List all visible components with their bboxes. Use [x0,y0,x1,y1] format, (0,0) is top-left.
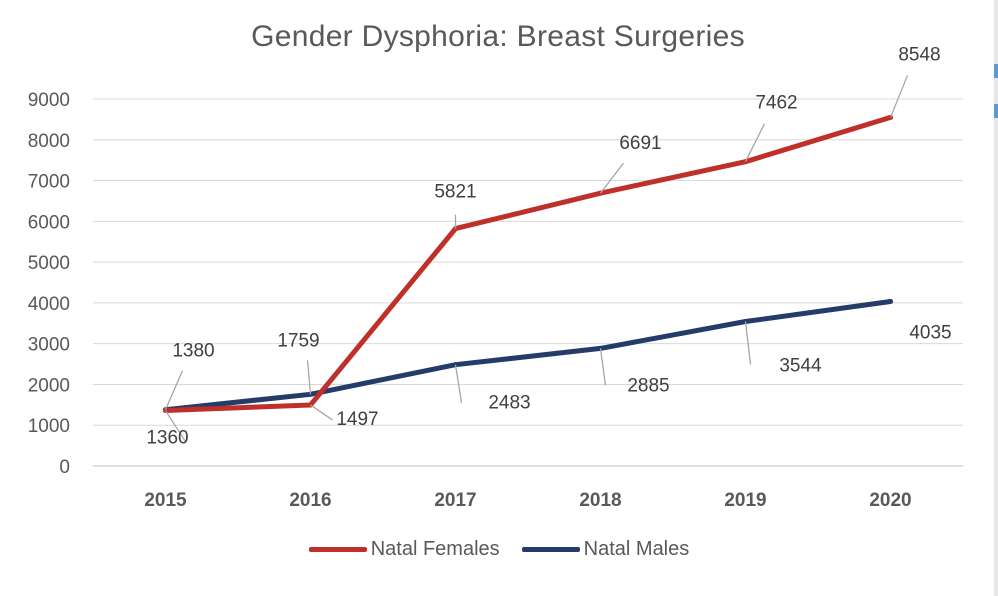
data-label-natal-males: 3544 [779,355,822,376]
legend-swatch-natal-males [521,547,580,552]
leader-line-natal-males [599,348,607,386]
legend-item-natal-males: Natal Males [521,538,690,561]
data-label-natal-males: 2483 [488,393,530,414]
y-tick-label: 4000 [28,294,70,315]
series-line-natal-females [163,114,893,413]
leader-line-natal-females [164,410,187,442]
leader-line-natal-females [310,404,333,421]
y-tick-label: 7000 [28,172,70,193]
data-label-natal-females: 8548 [898,44,940,65]
leader-line-natal-males [744,321,752,365]
data-label-natal-males: 2885 [627,375,669,396]
leader-line-natal-males [164,370,184,410]
y-tick-label: 5000 [28,253,70,274]
leader-line-natal-females [599,162,625,194]
data-label-natal-females: 7462 [755,93,797,114]
legend-item-natal-females: Natal Females [308,538,500,561]
y-tick-label: 1000 [28,416,70,437]
x-tick-label: 2019 [724,490,766,511]
data-label-natal-males: 4035 [909,322,951,343]
data-label-natal-males: 1759 [277,330,319,351]
data-point-natal-males [888,298,893,304]
legend-label-natal-females: Natal Females [370,538,500,560]
window-edge-marker [994,64,998,78]
leader-line-natal-females [744,123,766,163]
x-tick-label: 2015 [144,490,187,511]
data-label-natal-females: 6691 [619,133,661,154]
window-edge [994,0,998,596]
legend-label-natal-males: Natal Males [583,538,690,560]
leader-line-natal-males [306,360,312,395]
x-tick-label: 2020 [869,490,911,511]
y-tick-label: 0 [59,457,70,478]
leader-line-natal-males [454,364,463,403]
data-label-natal-males: 1380 [172,341,214,362]
legend-swatch-natal-females [308,547,367,552]
x-tick-label: 2018 [579,490,621,511]
data-label-natal-females: 5821 [434,182,476,203]
y-tick-label: 9000 [28,90,70,111]
y-tick-label: 3000 [28,335,70,356]
legend: Natal Females Natal Males [0,538,998,561]
x-tick-label: 2016 [289,490,331,511]
data-label-natal-females: 1360 [146,428,188,449]
y-tick-label: 2000 [28,375,70,396]
chart-title: Gender Dysphoria: Breast Surgeries [251,20,745,53]
y-tick-label: 8000 [28,131,70,152]
leader-line-natal-females [889,75,909,118]
series-line-natal-males [163,299,893,413]
data-label-natal-females: 1497 [336,409,378,430]
window-edge-marker [994,104,998,118]
y-tick-label: 6000 [28,212,70,233]
x-tick-label: 2017 [434,490,476,511]
